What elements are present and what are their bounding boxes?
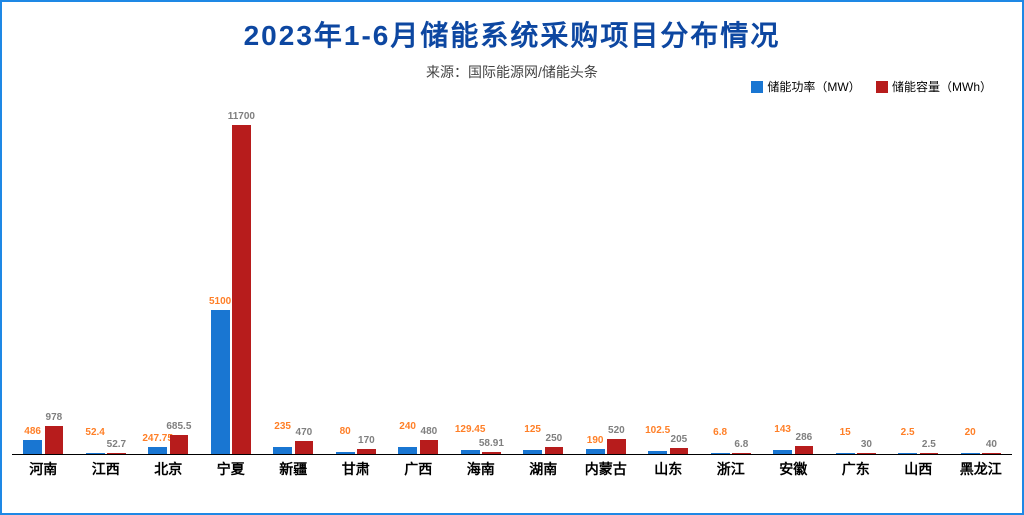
bar-capacity: 58.91: [482, 452, 501, 454]
bar-capacity: 40: [982, 453, 1001, 454]
bar-power: 129.45: [461, 450, 480, 454]
bar-value-capacity: 978: [35, 412, 73, 423]
bar-power: 52.4: [86, 453, 105, 454]
x-axis-label: 北京: [137, 459, 200, 483]
bar-value-capacity: 480: [410, 426, 448, 437]
legend: 储能功率（MW） 储能容量（MWh）: [739, 78, 992, 96]
bar-capacity: 6.8: [732, 453, 751, 454]
bar-power: 15: [836, 453, 855, 454]
x-axis-label: 黑龙江: [950, 459, 1013, 483]
legend-swatch-power: [751, 81, 763, 93]
bar-value-power: 20: [951, 427, 989, 438]
bar-group: 240480: [387, 102, 450, 454]
x-axis-label: 安徽: [762, 459, 825, 483]
bar-value-power: 52.4: [76, 427, 114, 438]
legend-label-power: 储能功率（MW）: [767, 78, 860, 95]
bar-power: 2.5: [898, 453, 917, 454]
bar-group: 2040: [950, 102, 1013, 454]
x-axis-label: 内蒙古: [575, 459, 638, 483]
bar-value-capacity: 250: [535, 433, 573, 444]
bar-power: 102.5: [648, 451, 667, 454]
bar-capacity: 30: [857, 453, 876, 454]
x-axis-label: 浙江: [700, 459, 763, 483]
bar-group: 143286: [762, 102, 825, 454]
bar-group: 125250: [512, 102, 575, 454]
bar-power: 5100: [211, 310, 230, 454]
bar-group: 80170: [325, 102, 388, 454]
bar-value-capacity: 205: [660, 434, 698, 445]
bar-capacity: 250: [545, 447, 564, 454]
bar-value-power: 129.45: [451, 424, 489, 435]
bar-capacity: 520: [607, 439, 626, 454]
bar-group: 129.4558.91: [450, 102, 513, 454]
bar-power: 143: [773, 450, 792, 454]
legend-item-power: 储能功率（MW）: [751, 78, 860, 95]
bar-power: 247.75: [148, 447, 167, 454]
bar-value-capacity: 685.5: [160, 421, 198, 432]
x-axis-label: 广东: [825, 459, 888, 483]
bar-group: 2.52.5: [887, 102, 950, 454]
bar-power: 6.8: [711, 453, 730, 454]
bar-power: 125: [523, 450, 542, 454]
x-axis-label: 宁夏: [200, 459, 263, 483]
bar-capacity: 286: [795, 446, 814, 454]
bar-group: 235470: [262, 102, 325, 454]
bar-value-power: 2.5: [889, 427, 927, 438]
bar-capacity: 170: [357, 449, 376, 454]
bar-group: 247.75685.5: [137, 102, 200, 454]
bar-capacity: 480: [420, 440, 439, 454]
x-axis-label: 海南: [450, 459, 513, 483]
bar-value-capacity: 520: [598, 425, 636, 436]
x-axis-label: 广西: [387, 459, 450, 483]
bar-group: 102.5205: [637, 102, 700, 454]
bar-value-capacity: 470: [285, 427, 323, 438]
x-axis-label: 湖南: [512, 459, 575, 483]
bar-capacity: 2.5: [920, 453, 939, 454]
chart-title: 2023年1-6月储能系统采购项目分布情况: [2, 14, 1022, 54]
bar-group: 1530: [825, 102, 888, 454]
x-axis-labels: 河南江西北京宁夏新疆甘肃广西海南湖南内蒙古山东浙江安徽广东山西黑龙江: [12, 459, 1012, 483]
legend-swatch-capacity: [876, 81, 888, 93]
x-axis-label: 江西: [75, 459, 138, 483]
bar-power: 20: [961, 453, 980, 454]
bar-value-capacity: 6.8: [723, 439, 761, 450]
chart-area: 48697852.452.7247.75685.5510011700235470…: [12, 102, 1012, 483]
bar-value-capacity: 58.91: [473, 438, 511, 449]
bar-power: 80: [336, 452, 355, 454]
bar-value-capacity: 40: [973, 439, 1011, 450]
bar-power: 190: [586, 449, 605, 454]
bar-group: 190520: [575, 102, 638, 454]
bar-capacity: 978: [45, 426, 64, 454]
bar-capacity: 685.5: [170, 435, 189, 454]
bar-value-capacity: 30: [848, 439, 886, 450]
bar-capacity: 52.7: [107, 453, 126, 454]
bar-power: 240: [398, 447, 417, 454]
x-axis-label: 山西: [887, 459, 950, 483]
bar-power: 486: [23, 440, 42, 454]
x-axis-label: 山东: [637, 459, 700, 483]
x-axis-label: 新疆: [262, 459, 325, 483]
bar-value-power: 6.8: [701, 427, 739, 438]
bar-value-capacity: 170: [348, 435, 386, 446]
bar-power: 235: [273, 447, 292, 454]
bar-group: 486978: [12, 102, 75, 454]
bar-capacity: 205: [670, 448, 689, 454]
bar-group: 6.86.8: [700, 102, 763, 454]
bar-value-capacity: 52.7: [98, 439, 136, 450]
bar-group: 52.452.7: [75, 102, 138, 454]
x-axis-label: 甘肃: [325, 459, 388, 483]
bar-value-power: 15: [826, 427, 864, 438]
bar-value-capacity: 286: [785, 432, 823, 443]
bar-value-capacity: 2.5: [910, 439, 948, 450]
legend-item-capacity: 储能容量（MWh）: [876, 78, 992, 95]
bar-value-capacity: 11700: [223, 111, 261, 122]
bar-capacity: 11700: [232, 125, 251, 454]
legend-label-capacity: 储能容量（MWh）: [892, 78, 992, 95]
plot-area: 48697852.452.7247.75685.5510011700235470…: [12, 102, 1012, 455]
x-axis-label: 河南: [12, 459, 75, 483]
bar-group: 510011700: [200, 102, 263, 454]
bar-capacity: 470: [295, 441, 314, 454]
